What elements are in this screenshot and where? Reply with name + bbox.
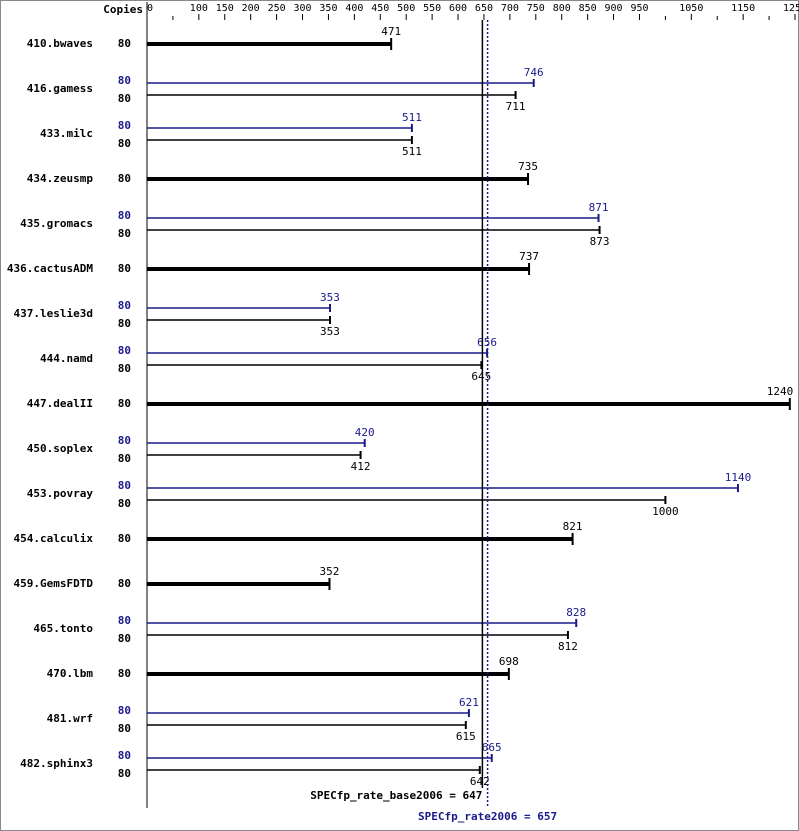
x-tick-label: 0: [147, 3, 153, 14]
peak-copies: 80: [118, 344, 131, 357]
copies: 80: [118, 37, 131, 50]
peak-value-label: 871: [589, 201, 609, 214]
benchmark-name: 434.zeusmp: [27, 172, 94, 185]
base-value-label: 511: [402, 145, 422, 158]
base-copies: 80: [118, 722, 131, 735]
value-label: 735: [518, 160, 538, 173]
peak-copies: 80: [118, 209, 131, 222]
peak-copies: 80: [118, 299, 131, 312]
base-copies: 80: [118, 632, 131, 645]
benchmark-name: 454.calculix: [14, 532, 94, 545]
x-tick-label: 650: [475, 3, 493, 14]
peak-copies: 80: [118, 479, 131, 492]
peak-value-label: 353: [320, 291, 340, 304]
x-tick-label: 1250: [783, 3, 799, 14]
benchmark-name: 433.milc: [40, 127, 93, 140]
x-tick-label: 700: [501, 3, 519, 14]
benchmark-name: 453.povray: [27, 487, 94, 500]
base-value-label: 642: [470, 775, 490, 788]
value-label: 821: [563, 520, 583, 533]
base-value-label: 645: [471, 370, 491, 383]
x-tick-label: 100: [190, 3, 208, 14]
base-value-label: 711: [506, 100, 526, 113]
base-copies: 80: [118, 317, 131, 330]
x-tick-label: 850: [579, 3, 597, 14]
peak-value-label: 621: [459, 696, 479, 709]
peak-copies: 80: [118, 704, 131, 717]
base-copies: 80: [118, 227, 131, 240]
benchmark-name: 470.lbm: [47, 667, 94, 680]
benchmark-name: 436.cactusADM: [7, 262, 93, 275]
peak-metric-label: SPECfp_rate2006 = 657: [418, 810, 557, 823]
copies: 80: [118, 577, 131, 590]
peak-copies: 80: [118, 74, 131, 87]
base-copies: 80: [118, 497, 131, 510]
x-tick-label: 750: [527, 3, 545, 14]
peak-copies: 80: [118, 434, 131, 447]
benchmark-name: 437.leslie3d: [14, 307, 93, 320]
base-copies: 80: [118, 362, 131, 375]
base-value-label: 873: [590, 235, 610, 248]
base-metric-label: SPECfp_rate_base2006 = 647: [310, 789, 482, 802]
value-label: 698: [499, 655, 519, 668]
benchmark-name: 416.gamess: [27, 82, 93, 95]
copies: 80: [118, 262, 131, 275]
base-value-label: 412: [351, 460, 371, 473]
benchmark-name: 447.dealII: [27, 397, 93, 410]
x-tick-label: 150: [216, 3, 234, 14]
base-value-label: 812: [558, 640, 578, 653]
x-tick-label: 200: [242, 3, 260, 14]
base-value-label: 353: [320, 325, 340, 338]
copies: 80: [118, 667, 131, 680]
x-tick-label: 800: [553, 3, 571, 14]
benchmark-name: 450.soplex: [27, 442, 94, 455]
benchmark-name: 435.gromacs: [20, 217, 93, 230]
x-tick-label: 900: [605, 3, 623, 14]
base-copies: 80: [118, 452, 131, 465]
peak-copies: 80: [118, 119, 131, 132]
benchmark-name: 459.GemsFDTD: [14, 577, 94, 590]
peak-value-label: 746: [524, 66, 544, 79]
peak-value-label: 511: [402, 111, 422, 124]
copies: 80: [118, 532, 131, 545]
benchmark-name: 410.bwaves: [27, 37, 93, 50]
benchmark-name: 465.tonto: [33, 622, 93, 635]
base-value-label: 1000: [652, 505, 679, 518]
copies: 80: [118, 397, 131, 410]
value-label: 1240: [767, 385, 794, 398]
base-copies: 80: [118, 92, 131, 105]
benchmark-name: 481.wrf: [47, 712, 93, 725]
x-tick-label: 350: [319, 3, 337, 14]
peak-copies: 80: [118, 614, 131, 627]
peak-copies: 80: [118, 749, 131, 762]
value-label: 737: [519, 250, 539, 263]
value-label: 471: [381, 25, 401, 38]
copies: 80: [118, 172, 131, 185]
benchmark-name: 482.sphinx3: [20, 757, 93, 770]
x-tick-label: 950: [630, 3, 648, 14]
x-tick-label: 1150: [731, 3, 755, 14]
x-tick-label: 450: [371, 3, 389, 14]
x-tick-label: 250: [268, 3, 286, 14]
base-copies: 80: [118, 137, 131, 150]
peak-value-label: 1140: [725, 471, 752, 484]
copies-header: Copies: [103, 3, 143, 16]
x-tick-label: 600: [449, 3, 467, 14]
x-tick-label: 550: [423, 3, 441, 14]
x-tick-label: 300: [293, 3, 311, 14]
peak-value-label: 420: [355, 426, 375, 439]
x-tick-label: 400: [345, 3, 363, 14]
x-tick-label: 1050: [679, 3, 703, 14]
benchmark-name: 444.namd: [40, 352, 93, 365]
base-copies: 80: [118, 767, 131, 780]
x-tick-label: 500: [397, 3, 415, 14]
peak-value-label: 665: [482, 741, 502, 754]
base-value-label: 615: [456, 730, 476, 743]
peak-value-label: 828: [566, 606, 586, 619]
value-label: 352: [320, 565, 340, 578]
